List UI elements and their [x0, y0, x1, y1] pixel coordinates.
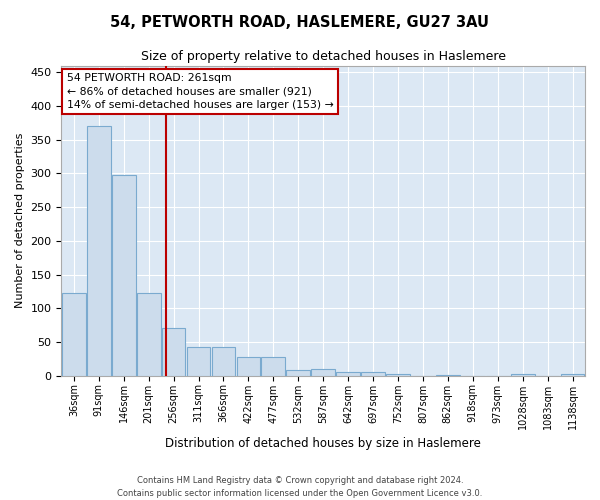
Bar [361, 372, 385, 376]
Y-axis label: Number of detached properties: Number of detached properties [15, 133, 25, 308]
Bar [386, 374, 410, 376]
Bar [511, 374, 535, 376]
Bar [311, 369, 335, 376]
Bar [436, 375, 460, 376]
Bar [236, 357, 260, 376]
Bar [87, 126, 110, 376]
Text: 54, PETWORTH ROAD, HASLEMERE, GU27 3AU: 54, PETWORTH ROAD, HASLEMERE, GU27 3AU [110, 15, 490, 30]
Bar [560, 374, 584, 376]
Bar [112, 176, 136, 376]
Bar [62, 294, 86, 376]
X-axis label: Distribution of detached houses by size in Haslemere: Distribution of detached houses by size … [165, 437, 481, 450]
Bar [286, 370, 310, 376]
Bar [137, 294, 161, 376]
Bar [162, 328, 185, 376]
Text: 54 PETWORTH ROAD: 261sqm
← 86% of detached houses are smaller (921)
14% of semi-: 54 PETWORTH ROAD: 261sqm ← 86% of detach… [67, 74, 334, 110]
Bar [262, 357, 285, 376]
Bar [212, 346, 235, 376]
Text: Contains HM Land Registry data © Crown copyright and database right 2024.
Contai: Contains HM Land Registry data © Crown c… [118, 476, 482, 498]
Bar [336, 372, 360, 376]
Bar [187, 346, 211, 376]
Title: Size of property relative to detached houses in Haslemere: Size of property relative to detached ho… [141, 50, 506, 63]
